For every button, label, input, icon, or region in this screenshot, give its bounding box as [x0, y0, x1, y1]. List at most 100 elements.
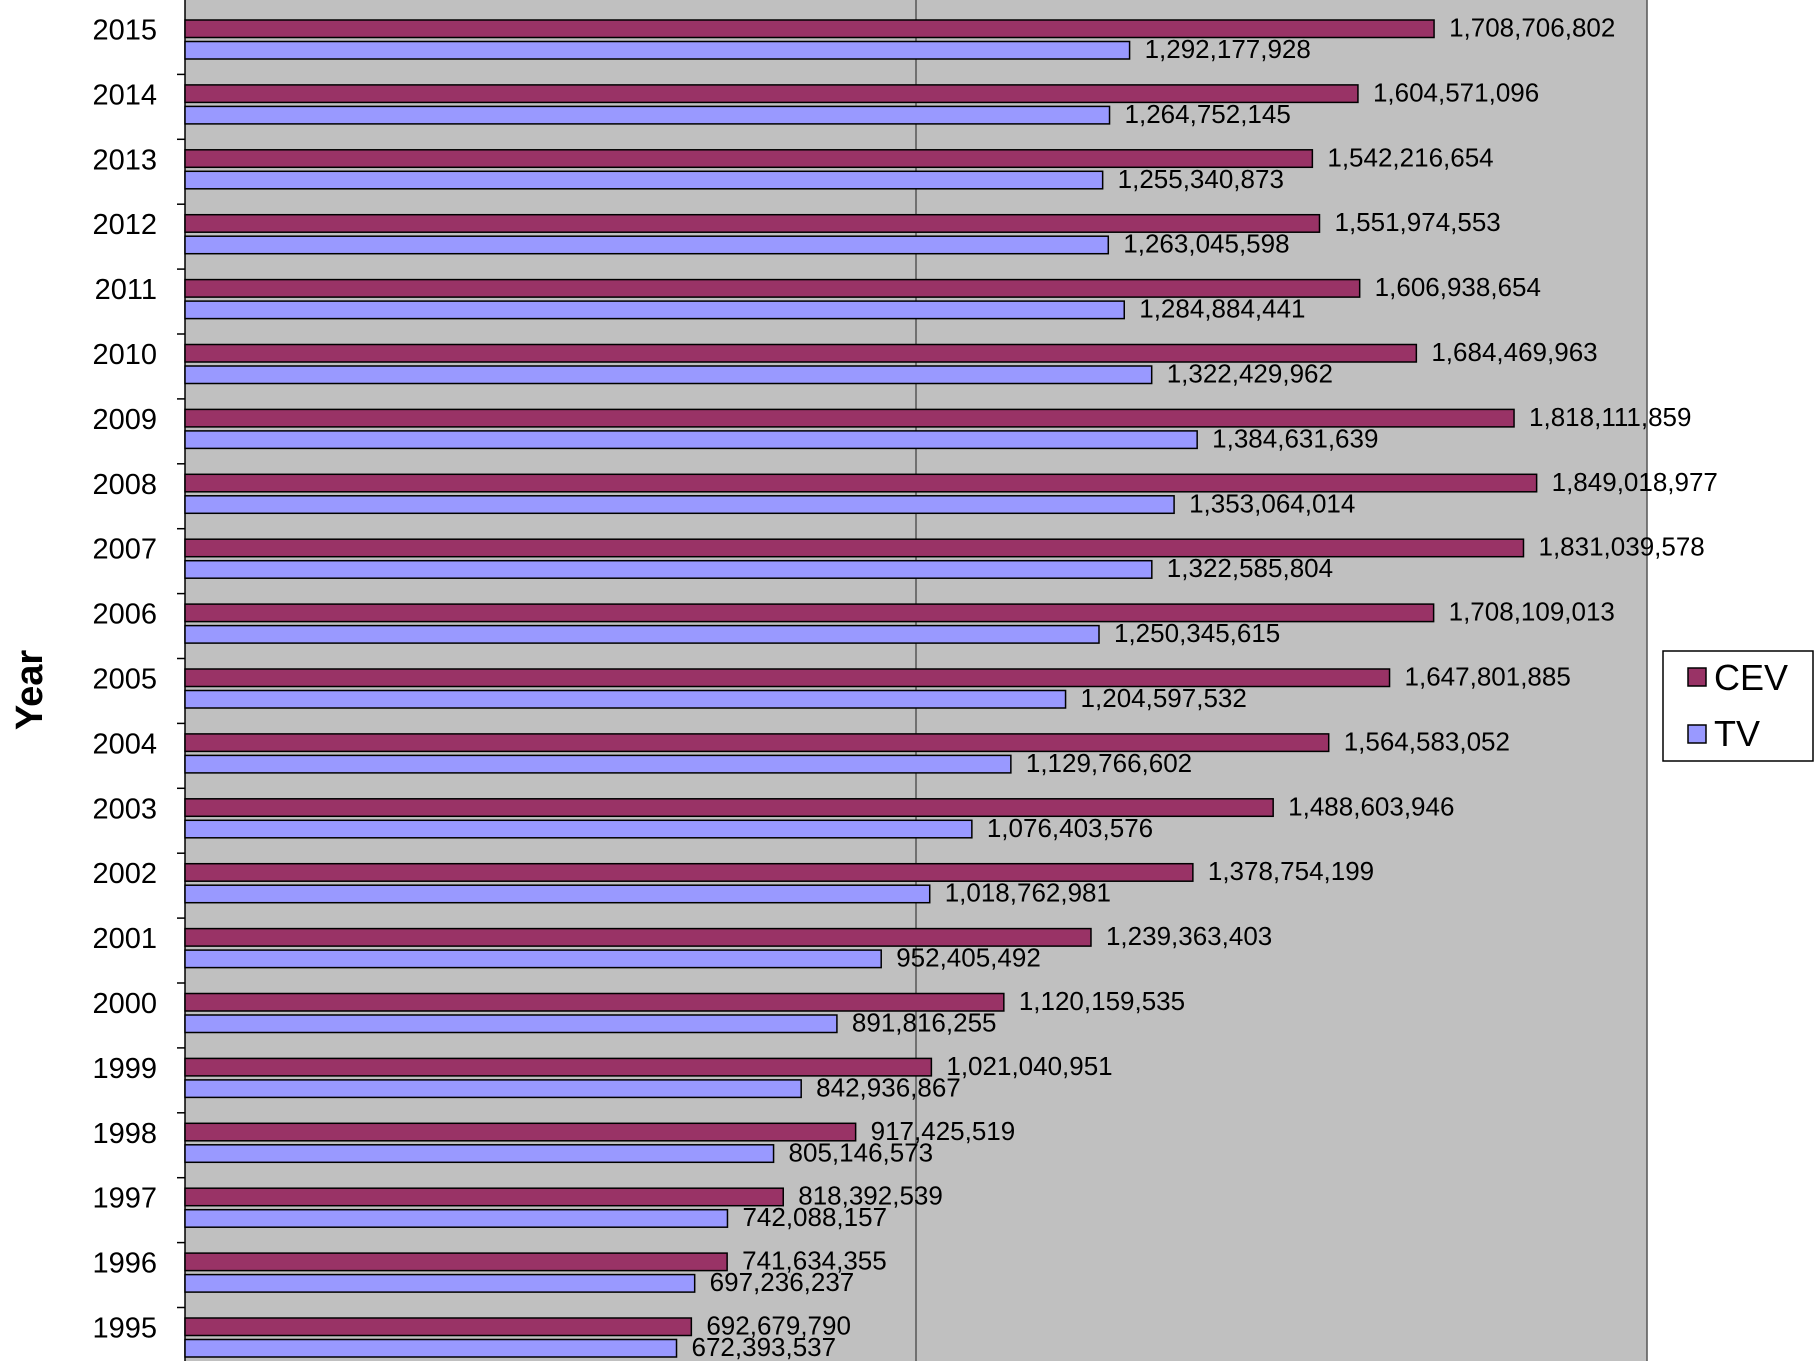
bar-cev	[184, 603, 1435, 623]
bar-tv	[184, 495, 1175, 515]
data-label-cev: 1,542,216,654	[1327, 142, 1493, 172]
data-label-tv: 1,204,597,532	[1081, 683, 1247, 713]
y-tick-label: 1997	[92, 1183, 157, 1215]
y-tick-label: 2007	[92, 534, 157, 566]
data-label-tv: 1,018,762,981	[945, 878, 1111, 908]
legend-swatch-tv	[1687, 724, 1707, 744]
data-label-tv: 1,263,045,598	[1123, 229, 1289, 259]
bar-tv	[184, 365, 1153, 385]
data-label-tv: 842,936,867	[816, 1072, 961, 1102]
data-labels: 1,708,706,802 1,292,177,928 1,604,571,096 1…	[692, 13, 1718, 1361]
data-label-tv: 1,250,345,615	[1114, 618, 1280, 648]
bar-tv	[184, 1014, 838, 1034]
y-tick-label: 2014	[92, 79, 157, 111]
bar-tv	[184, 170, 1104, 190]
y-tick-label: 1998	[92, 1118, 157, 1150]
y-tick-label: 2000	[92, 988, 157, 1020]
data-label-cev: 1,120,159,535	[1019, 986, 1185, 1016]
bar-tv	[184, 430, 1198, 450]
data-label-tv: 1,322,429,962	[1167, 359, 1333, 389]
data-label-tv: 672,393,537	[692, 1332, 837, 1361]
data-label-cev: 1,551,974,553	[1334, 207, 1500, 237]
bar-tv	[184, 949, 882, 969]
bar-cev	[184, 1317, 693, 1337]
data-label-cev: 1,488,603,946	[1288, 791, 1454, 821]
bar-cev	[184, 1057, 933, 1077]
y-tick-label: 2012	[92, 209, 157, 241]
data-label-cev: 1,684,469,963	[1431, 337, 1597, 367]
legend-label-tv: TV	[1714, 713, 1760, 754]
bar-cev	[184, 1187, 784, 1207]
bar-cev	[184, 538, 1525, 558]
bar-cev	[184, 19, 1435, 39]
data-label-cev: 818,392,539	[798, 1181, 943, 1211]
bars	[184, 19, 1538, 1358]
bar-tv	[184, 300, 1126, 320]
data-label-cev: 1,239,363,403	[1106, 921, 1272, 951]
bar-cev	[184, 733, 1330, 753]
y-tick-label: 2006	[92, 599, 157, 631]
bar-tv	[184, 624, 1100, 644]
bar-cev	[184, 84, 1359, 104]
y-tick-label: 2013	[92, 144, 157, 176]
y-tick-labels: 2015 2014 2013 2012 2011 2010 2009 2008 2007 2006…	[92, 15, 185, 1345]
data-label-cev: 917,425,519	[871, 1116, 1016, 1146]
legend-label-cev: CEV	[1714, 657, 1788, 698]
legend-swatch-cev	[1687, 667, 1707, 687]
bar-cev	[184, 343, 1418, 363]
data-label-tv: 1,322,585,804	[1167, 553, 1333, 583]
y-tick-label: 2001	[92, 923, 157, 955]
legend: CEV TV	[1662, 650, 1814, 762]
bar-tv	[184, 819, 973, 839]
data-label-cev: 1,606,938,654	[1375, 272, 1541, 302]
y-tick-label: 2005	[92, 664, 157, 696]
data-label-cev: 1,708,706,802	[1449, 13, 1615, 43]
data-label-tv: 1,264,752,145	[1125, 99, 1291, 129]
y-tick-label: 2011	[95, 274, 157, 306]
bar-cev	[184, 862, 1194, 882]
bar-tv	[184, 1144, 775, 1164]
data-label-tv: 742,088,157	[742, 1202, 887, 1232]
data-label-cev: 1,604,571,096	[1373, 77, 1539, 107]
data-label-cev: 1,849,018,977	[1552, 467, 1718, 497]
data-label-cev: 1,021,040,951	[946, 1051, 1112, 1081]
y-tick-label: 2004	[92, 728, 157, 760]
y-tick-label: 1995	[92, 1313, 157, 1345]
bar-tv	[184, 105, 1111, 125]
data-label-tv: 1,292,177,928	[1145, 34, 1311, 64]
bar-cev	[184, 992, 1005, 1012]
bar-tv	[184, 559, 1153, 579]
y-tick-label: 2010	[92, 339, 157, 371]
y-tick-label: 1996	[92, 1248, 157, 1280]
bar-cev	[184, 278, 1361, 298]
data-label-tv: 952,405,492	[896, 943, 1041, 973]
bar-cev	[184, 149, 1314, 169]
data-label-tv: 1,076,403,576	[987, 813, 1153, 843]
data-label-cev: 692,679,790	[706, 1311, 851, 1341]
data-label-tv: 1,129,766,602	[1026, 748, 1192, 778]
data-label-cev: 1,818,111,859	[1529, 402, 1691, 432]
bar-tv	[184, 1338, 678, 1358]
bar-tv	[184, 235, 1110, 255]
data-label-tv: 805,146,573	[789, 1137, 934, 1167]
y-tick-label: 2015	[92, 15, 157, 47]
bar-cev	[184, 927, 1092, 947]
bar-tv	[184, 884, 931, 904]
bar-tv	[184, 754, 1012, 774]
y-tick-label: 1999	[92, 1053, 157, 1085]
data-label-cev: 741,634,355	[742, 1246, 887, 1276]
bar-tv	[184, 1273, 696, 1293]
data-label-tv: 1,353,064,014	[1189, 488, 1355, 518]
bar-cev	[184, 408, 1515, 428]
bar-tv	[184, 689, 1067, 709]
bar-cev	[184, 668, 1391, 688]
y-tick-label: 2002	[92, 858, 157, 890]
bar-cev	[184, 213, 1321, 233]
data-label-tv: 1,255,340,873	[1118, 164, 1284, 194]
data-label-cev: 1,378,754,199	[1208, 856, 1374, 886]
data-label-tv: 1,384,631,639	[1212, 423, 1378, 453]
data-label-tv: 891,816,255	[852, 1008, 997, 1038]
y-tick-label: 2008	[92, 469, 157, 501]
data-label-cev: 1,708,109,013	[1449, 597, 1615, 627]
